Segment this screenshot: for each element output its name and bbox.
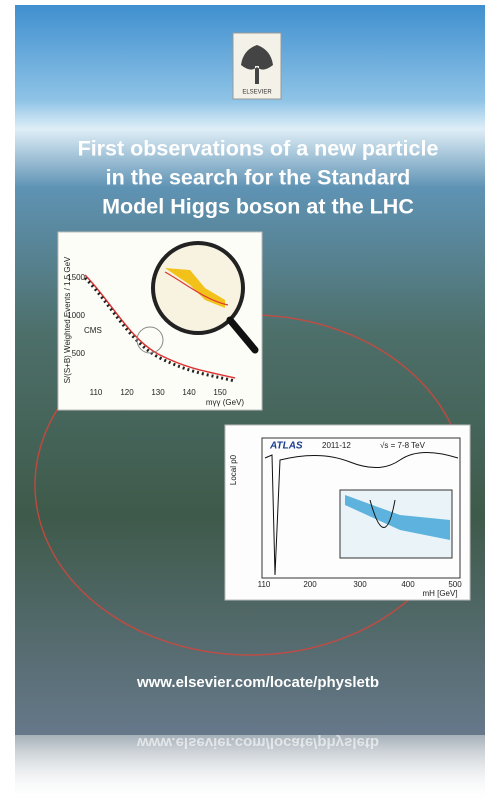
journal-url-reflection: www.elsevier.com/locate/physletb bbox=[136, 734, 379, 751]
x-tick-label: 300 bbox=[353, 580, 367, 589]
x-tick-label: 400 bbox=[401, 580, 415, 589]
plot-label: CMS bbox=[84, 326, 102, 335]
y-tick-label: 1500 bbox=[67, 273, 85, 282]
title-line: in the search for the Standard bbox=[106, 166, 411, 190]
title-line: First observations of a new particle bbox=[78, 137, 439, 161]
cover-page: ELSEVIER First observations of a new par… bbox=[0, 0, 499, 803]
y-axis-label: Local p0 bbox=[229, 454, 238, 485]
x-tick-label: 110 bbox=[90, 388, 103, 397]
x-tick-label: 130 bbox=[151, 388, 165, 397]
dataset-label: 2011-12 bbox=[322, 441, 351, 450]
publisher-name: ELSEVIER bbox=[242, 90, 272, 96]
x-tick-label: 500 bbox=[448, 580, 462, 589]
x-tick-label: 150 bbox=[213, 388, 227, 397]
plot-label: ATLAS bbox=[269, 441, 303, 452]
x-tick-label: 120 bbox=[120, 388, 134, 397]
journal-url: www.elsevier.com/locate/physletb bbox=[136, 674, 379, 691]
x-tick-label: 200 bbox=[303, 580, 317, 589]
x-tick-label: 110 bbox=[258, 580, 271, 589]
x-axis-label: mγγ (GeV) bbox=[206, 398, 245, 407]
title-line: Model Higgs boson at the LHC bbox=[102, 195, 414, 219]
energy-label: √s = 7-8 TeV bbox=[380, 441, 426, 450]
y-tick-label: 500 bbox=[72, 349, 86, 358]
x-axis-label: mH [GeV] bbox=[422, 589, 457, 598]
y-tick-label: 1000 bbox=[67, 311, 85, 320]
x-tick-label: 140 bbox=[182, 388, 196, 397]
